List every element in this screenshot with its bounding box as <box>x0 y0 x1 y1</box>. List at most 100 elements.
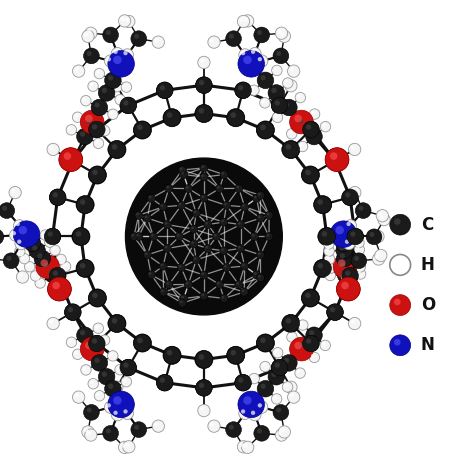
Circle shape <box>256 214 264 222</box>
Circle shape <box>137 124 143 130</box>
Circle shape <box>145 253 147 255</box>
Circle shape <box>17 271 29 283</box>
Circle shape <box>80 131 85 137</box>
Circle shape <box>213 233 220 240</box>
Circle shape <box>237 282 239 285</box>
Circle shape <box>295 339 311 356</box>
Circle shape <box>76 195 94 214</box>
Circle shape <box>373 253 385 265</box>
Circle shape <box>262 99 265 103</box>
Circle shape <box>86 342 91 347</box>
Circle shape <box>256 214 264 222</box>
Circle shape <box>92 338 97 344</box>
Circle shape <box>330 152 337 160</box>
Circle shape <box>271 97 288 114</box>
Circle shape <box>244 443 248 447</box>
Circle shape <box>182 296 184 298</box>
Circle shape <box>251 411 255 415</box>
Circle shape <box>180 171 188 179</box>
Circle shape <box>165 246 167 248</box>
Circle shape <box>342 189 358 206</box>
Circle shape <box>235 375 251 391</box>
Circle shape <box>191 227 194 229</box>
Circle shape <box>217 282 219 285</box>
Circle shape <box>52 282 60 289</box>
Circle shape <box>256 251 264 259</box>
Circle shape <box>201 195 204 198</box>
Circle shape <box>49 189 66 206</box>
Circle shape <box>108 315 126 333</box>
Circle shape <box>194 211 196 213</box>
Circle shape <box>220 171 228 178</box>
Circle shape <box>196 77 212 94</box>
Circle shape <box>285 381 297 394</box>
Circle shape <box>49 267 66 284</box>
Circle shape <box>271 97 288 114</box>
Circle shape <box>107 403 111 408</box>
Circle shape <box>50 245 60 255</box>
Circle shape <box>108 51 134 77</box>
Circle shape <box>253 194 260 202</box>
Circle shape <box>271 88 277 93</box>
Circle shape <box>286 129 297 139</box>
Circle shape <box>351 253 367 269</box>
Circle shape <box>135 211 143 219</box>
Circle shape <box>220 294 228 302</box>
Circle shape <box>15 246 25 257</box>
Circle shape <box>256 273 264 282</box>
Circle shape <box>82 30 94 43</box>
Circle shape <box>265 211 273 219</box>
Circle shape <box>342 267 358 284</box>
Circle shape <box>115 365 125 375</box>
Circle shape <box>305 170 311 175</box>
Circle shape <box>251 50 255 54</box>
Circle shape <box>123 362 128 368</box>
Circle shape <box>94 358 100 363</box>
Circle shape <box>222 201 230 210</box>
Circle shape <box>178 166 186 174</box>
Circle shape <box>161 289 164 292</box>
Circle shape <box>375 249 387 262</box>
Circle shape <box>249 373 259 384</box>
Circle shape <box>118 15 131 27</box>
Circle shape <box>24 262 35 272</box>
Circle shape <box>369 232 374 237</box>
Circle shape <box>96 70 100 74</box>
Circle shape <box>178 166 186 174</box>
Circle shape <box>337 250 353 267</box>
Circle shape <box>26 233 30 237</box>
Circle shape <box>112 318 117 324</box>
Circle shape <box>295 116 311 132</box>
Circle shape <box>19 254 29 264</box>
Circle shape <box>286 318 291 324</box>
Circle shape <box>101 337 105 341</box>
Circle shape <box>286 144 291 150</box>
Circle shape <box>327 153 343 169</box>
Circle shape <box>227 346 245 364</box>
Circle shape <box>85 429 97 441</box>
Circle shape <box>80 263 85 269</box>
Circle shape <box>284 102 289 108</box>
Circle shape <box>12 231 16 236</box>
Circle shape <box>131 31 146 46</box>
Circle shape <box>190 240 198 248</box>
Circle shape <box>58 256 61 260</box>
Circle shape <box>230 112 236 118</box>
Circle shape <box>165 222 167 225</box>
Circle shape <box>108 109 118 120</box>
Circle shape <box>235 184 243 192</box>
Circle shape <box>163 109 181 127</box>
Circle shape <box>342 267 358 284</box>
Circle shape <box>200 173 208 181</box>
Circle shape <box>92 338 97 344</box>
Circle shape <box>166 282 169 285</box>
Circle shape <box>295 92 306 103</box>
Circle shape <box>326 248 329 251</box>
Circle shape <box>68 156 73 161</box>
Circle shape <box>72 228 90 245</box>
Circle shape <box>324 254 335 264</box>
Circle shape <box>238 85 243 90</box>
Circle shape <box>204 221 211 228</box>
Circle shape <box>258 57 262 61</box>
Circle shape <box>355 253 365 263</box>
